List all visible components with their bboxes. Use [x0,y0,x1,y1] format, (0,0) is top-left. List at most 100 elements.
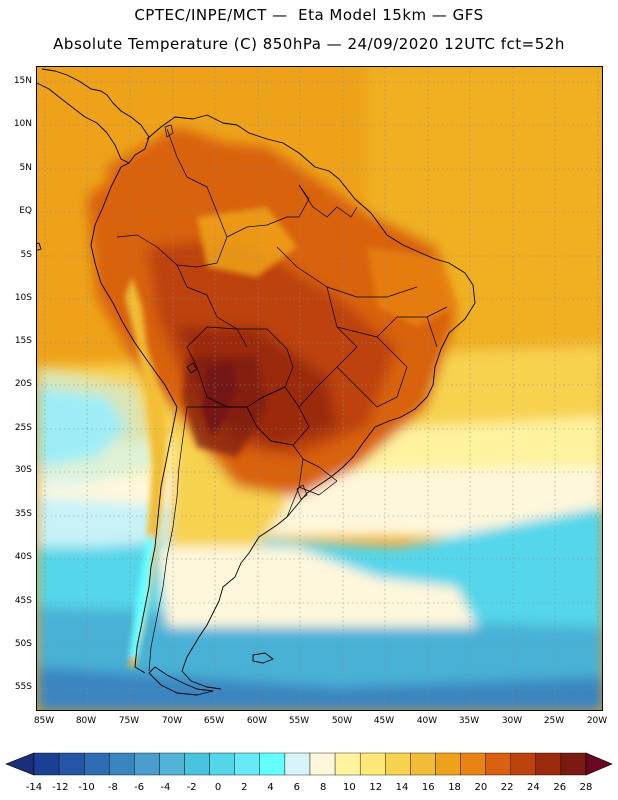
argentina-coast [181,516,288,690]
lat-label: 40S [14,552,32,562]
lon-label: 20W [586,716,608,726]
colorbar-swatch [83,752,110,776]
lon-label: 80W [75,716,97,726]
brazil-coast [286,212,476,518]
border-peru-brazil [176,264,248,348]
colorbar-swatch [58,752,85,776]
lon-label: 60W [246,716,268,726]
lat-label: 5N [19,163,32,173]
colorbar-tick-label: 10 [343,782,356,793]
colorbar-tick-label: -6 [134,782,145,793]
colorbar-swatch [510,752,537,776]
colorbar-tick-label: 6 [293,782,301,793]
lon-label: 25W [543,716,565,726]
colorbar-swatch [485,752,511,776]
lat-label: 10S [14,293,32,303]
lat-label: 5S [20,250,32,260]
border-chile-argentina [148,406,188,672]
border-argentina-north [187,406,304,518]
falklands [252,652,274,664]
colorbar-swatch [284,752,311,776]
lake-titicaca [186,362,198,374]
coastline [37,68,476,696]
colorbar-tick-label: 8 [319,782,327,793]
lat-label: 35S [14,509,32,519]
border-venezuela-brazil [226,184,310,238]
colorbar-swatch [359,752,386,776]
galapagos [37,242,42,251]
colorbar-swatch [109,752,135,776]
colorbar-swatch [435,752,461,776]
lon-label: 30W [501,716,523,726]
title-line-2: Absolute Temperature (C) 850hPa — 24/09/… [53,35,565,53]
country-borders [116,128,448,672]
colorbar-tick-label: 26 [553,782,567,793]
colorbar-tick-label: 4 [267,782,274,793]
colorbar-tick-label: 28 [579,782,593,793]
pacific-north-coast [90,162,178,408]
colorbar-tick-label: -2 [186,782,197,793]
colorbar [5,752,613,776]
tierra-del-fuego [148,666,214,696]
colorbar-swatch [134,752,160,776]
chile-coast [134,406,178,674]
colorbar-tick-label: 22 [500,782,514,793]
colorbar-tick-label: -8 [107,782,118,793]
colorbar-swatch [385,752,411,776]
colorbar-swatch [33,752,60,776]
border-colombia-venezuela [166,128,228,238]
temperature-map [36,66,603,711]
colorbar-swatch [259,752,286,776]
colorbar-tick-label: 24 [527,782,540,793]
lat-label: 10N [13,119,32,129]
lon-label: 50W [331,716,353,726]
colorbar-tick-label: 0 [214,782,222,793]
colorbar-over-triangle [585,752,613,776]
colorbar-tick-label: 12 [369,782,383,793]
central-america-coast [37,68,150,164]
title-line-1: CPTEC/INPE/MCT — Eta Model 15km — GFS [134,6,484,24]
caribbean-coast [146,114,372,214]
colorbar-tick-label: -4 [160,782,171,793]
field-amazon-east [367,247,457,327]
colorbar-swatch [460,752,486,776]
field-deepest-south [37,667,602,710]
field-andes-south-cold [129,537,155,657]
lat-label: 15N [13,76,32,86]
colorbar-tick-label: 16 [421,782,435,793]
lake-maracaibo [164,124,174,138]
colorbar-tick-label: -10 [78,782,95,793]
lon-label: 40W [416,716,438,726]
lon-label: 70W [161,716,183,726]
field-patagonia-cream [157,547,477,627]
colorbar-tick-label: 18 [448,782,461,793]
colorbar-swatch [159,752,185,776]
border-guianas [298,184,358,218]
colorbar-swatch [309,752,336,776]
colorbar-swatch [560,752,587,776]
map-canvas [37,67,602,710]
colorbar-under-triangle [5,752,35,776]
lat-label: 45S [14,596,32,606]
lat-label: EQ [19,206,32,216]
lakes [164,124,308,500]
field-pacific-pale [37,367,157,487]
border-brazil-states [276,246,448,408]
lon-label: 75W [118,716,140,726]
lon-label: 65W [203,716,225,726]
colorbar-swatch [209,752,235,776]
colorbar-swatch [334,752,361,776]
lat-label: 30S [14,465,32,475]
colorbar-swatch [410,752,436,776]
lon-label: 45W [373,716,395,726]
colorbar-swatch [184,752,210,776]
colorbar-tick-label: 14 [395,782,409,793]
lat-label: 50S [14,639,32,649]
field-nw-hot [107,127,237,237]
colorbar-tick-label: 20 [474,782,488,793]
lat-label: 25S [14,423,32,433]
lon-label: 35W [458,716,480,726]
lon-label: 85W [33,716,55,726]
lon-label: 55W [288,716,310,726]
colorbar-swatch [535,752,562,776]
